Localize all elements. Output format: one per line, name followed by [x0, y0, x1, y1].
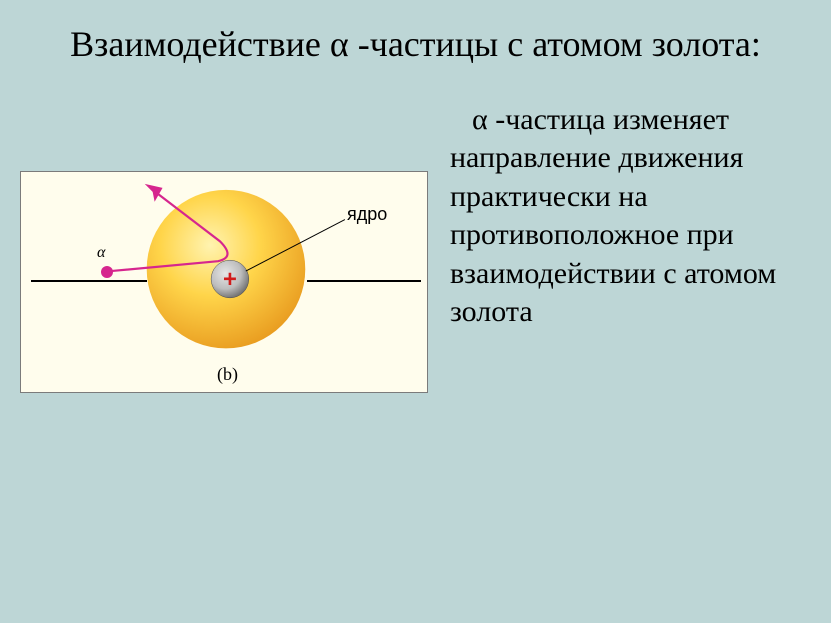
alpha-particle: [101, 266, 113, 278]
scattering-diagram: + α ядро (b): [20, 171, 428, 393]
slide-title: Взаимодействие α -частицы с атомом золот…: [0, 0, 831, 67]
nucleus-label: ядро: [347, 204, 387, 225]
alpha-arrowhead: [145, 184, 163, 202]
diagram-container: + α ядро (b): [20, 171, 428, 393]
description-content: α -частица изменяет направление движения…: [450, 103, 776, 328]
nucleus-plus: +: [223, 266, 237, 293]
diagram-caption: (b): [217, 364, 238, 385]
content-row: + α ядро (b) α -частица изменяет направл…: [0, 67, 831, 393]
description-text: α -частица изменяет направление движения…: [450, 97, 803, 331]
alpha-label: α: [97, 244, 105, 262]
